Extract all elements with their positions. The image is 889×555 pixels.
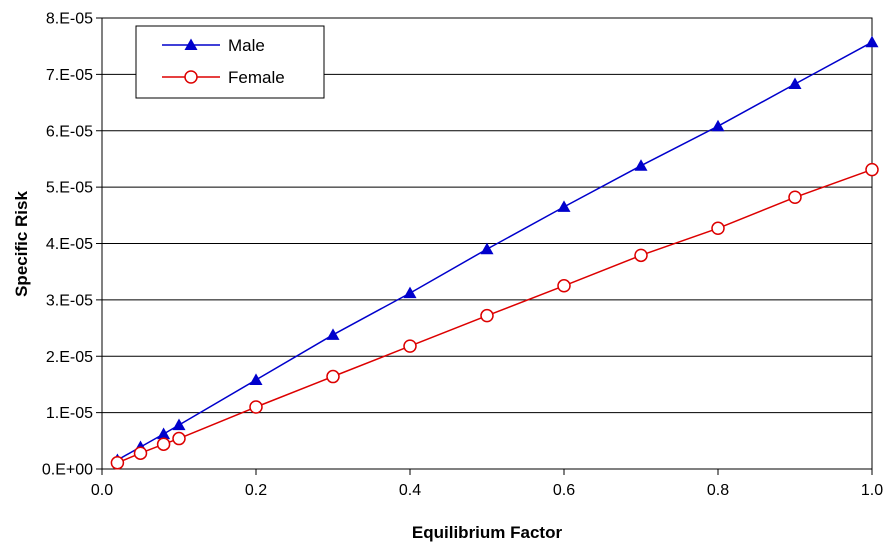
series-male-point [634, 159, 648, 171]
x-tick-label: 0.8 [707, 482, 729, 499]
legend-female-label: Female [228, 68, 285, 87]
y-tick-label: 4.E-05 [46, 236, 93, 253]
x-tick-label: 0.6 [553, 482, 575, 499]
series-male-point [865, 35, 879, 48]
series-female-point [172, 431, 186, 446]
series-female-point [156, 437, 171, 451]
series-female-point [480, 308, 494, 323]
x-tick-label: 1.0 [861, 482, 883, 499]
grid-lines [102, 73, 872, 414]
series-male-point [249, 373, 263, 385]
series-female-point [557, 279, 571, 293]
series-female [110, 162, 879, 470]
legend-male-label: Male [228, 36, 265, 55]
series-female-point [403, 339, 417, 353]
series-female-point [249, 400, 263, 414]
x-tick-label: 0.4 [399, 482, 421, 499]
x-tick-label: 0.2 [245, 482, 267, 499]
y-tick-label: 2.E-05 [46, 349, 93, 366]
y-axis-title: Specific Risk [12, 191, 31, 297]
legend: Male Female [135, 25, 325, 99]
series-male-point [557, 200, 571, 212]
y-tick-label: 5.E-05 [46, 180, 93, 197]
y-tick-label: 8.E-05 [46, 11, 93, 28]
series-female-point [110, 456, 125, 470]
y-tick-label: 6.E-05 [46, 123, 93, 140]
legend-box [135, 25, 325, 99]
y-tick-label: 7.E-05 [46, 67, 93, 84]
series-male-point [326, 328, 340, 340]
legend-male-marker [184, 38, 198, 50]
series-female-point [711, 221, 725, 236]
ticks: 0.E+00 1.E-05 2.E-05 3.E-05 4.E-05 5.E-05 6.E-… [42, 11, 883, 500]
series-male [110, 35, 879, 466]
y-tick-label: 0.E+00 [42, 462, 93, 479]
series-male-point [711, 119, 725, 132]
series-female-point [133, 446, 148, 460]
series-female-point [865, 162, 879, 177]
series-female-point [326, 369, 340, 384]
series-male-point [480, 242, 494, 255]
series-female-point [788, 190, 802, 205]
x-axis-title: Equilibrium Factor [412, 523, 563, 542]
y-tick-label: 3.E-05 [46, 292, 93, 309]
series-female-point [634, 248, 648, 263]
series [110, 35, 879, 470]
legend-female-marker [184, 70, 198, 84]
series-male-point [157, 427, 171, 440]
y-tick-label: 1.E-05 [46, 405, 93, 422]
x-tick-label: 0.0 [91, 482, 113, 499]
series-male-point [788, 77, 802, 90]
series-male-point [403, 286, 417, 299]
series-male-point [172, 418, 186, 431]
